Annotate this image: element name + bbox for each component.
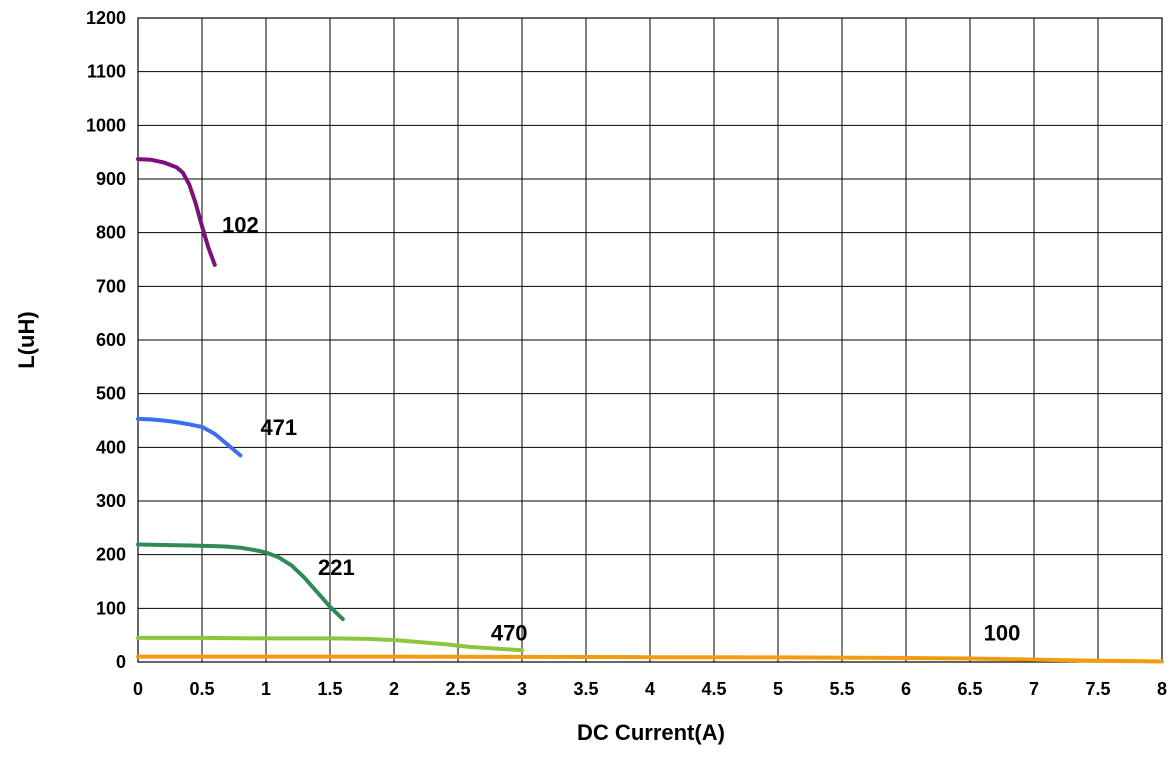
x-tick-label: 6	[901, 679, 911, 699]
x-tick-label: 0.5	[189, 679, 214, 699]
series-label-100: 100	[984, 620, 1021, 645]
y-tick-label: 1000	[86, 115, 126, 135]
x-tick-label: 3.5	[573, 679, 598, 699]
y-tick-label: 400	[96, 437, 126, 457]
y-tick-label: 0	[116, 652, 126, 672]
series-label-221: 221	[318, 555, 355, 580]
x-tick-label: 8	[1157, 679, 1167, 699]
y-tick-label: 900	[96, 169, 126, 189]
y-axis-title: L(uH)	[14, 311, 39, 368]
series-label-471: 471	[260, 415, 297, 440]
y-tick-label: 800	[96, 223, 126, 243]
x-tick-label: 6.5	[957, 679, 982, 699]
x-tick-label: 2	[389, 679, 399, 699]
x-tick-label: 0	[133, 679, 143, 699]
y-tick-label: 100	[96, 598, 126, 618]
y-tick-label: 700	[96, 276, 126, 296]
x-tick-label: 1.5	[317, 679, 342, 699]
y-axis-ticks: 0 100 200 300 400 500 600 700 800 900 1000 1100 1200	[86, 8, 126, 672]
plot-frame	[137, 17, 1163, 663]
series-line-221	[136, 542, 345, 622]
y-tick-label: 300	[96, 491, 126, 511]
series-line-102	[136, 157, 217, 267]
series-label-102: 102	[222, 213, 259, 238]
y-tick-label: 1100	[87, 62, 126, 82]
x-tick-label: 5	[773, 679, 783, 699]
series-labels: 102 471 221 470 100	[222, 213, 1020, 646]
x-tick-label: 2.5	[445, 679, 470, 699]
y-tick-label: 600	[96, 330, 126, 350]
x-tick-label: 5.5	[829, 679, 854, 699]
x-tick-label: 7.5	[1085, 679, 1110, 699]
x-axis-ticks: 0 0.5 1 1.5 2 2.5 3 3.5 4 4.5 5 5.5 6 6.5 7 7.5 8	[133, 679, 1167, 699]
series-line-470	[136, 635, 524, 653]
series-line-100	[136, 654, 1164, 664]
series-line-471	[136, 416, 243, 458]
x-tick-label: 7	[1029, 679, 1039, 699]
series-lines	[136, 157, 1164, 664]
grid	[137, 17, 1163, 663]
y-tick-label: 500	[96, 384, 126, 404]
x-tick-label: 1	[261, 679, 271, 699]
series-label-470: 470	[491, 620, 528, 645]
x-tick-label: 3	[517, 679, 527, 699]
y-tick-label: 200	[96, 545, 126, 565]
x-tick-label: 4	[645, 679, 655, 699]
x-axis-title: DC Current(A)	[577, 720, 725, 745]
x-tick-label: 4.5	[701, 679, 726, 699]
y-tick-label: 1200	[86, 8, 126, 28]
